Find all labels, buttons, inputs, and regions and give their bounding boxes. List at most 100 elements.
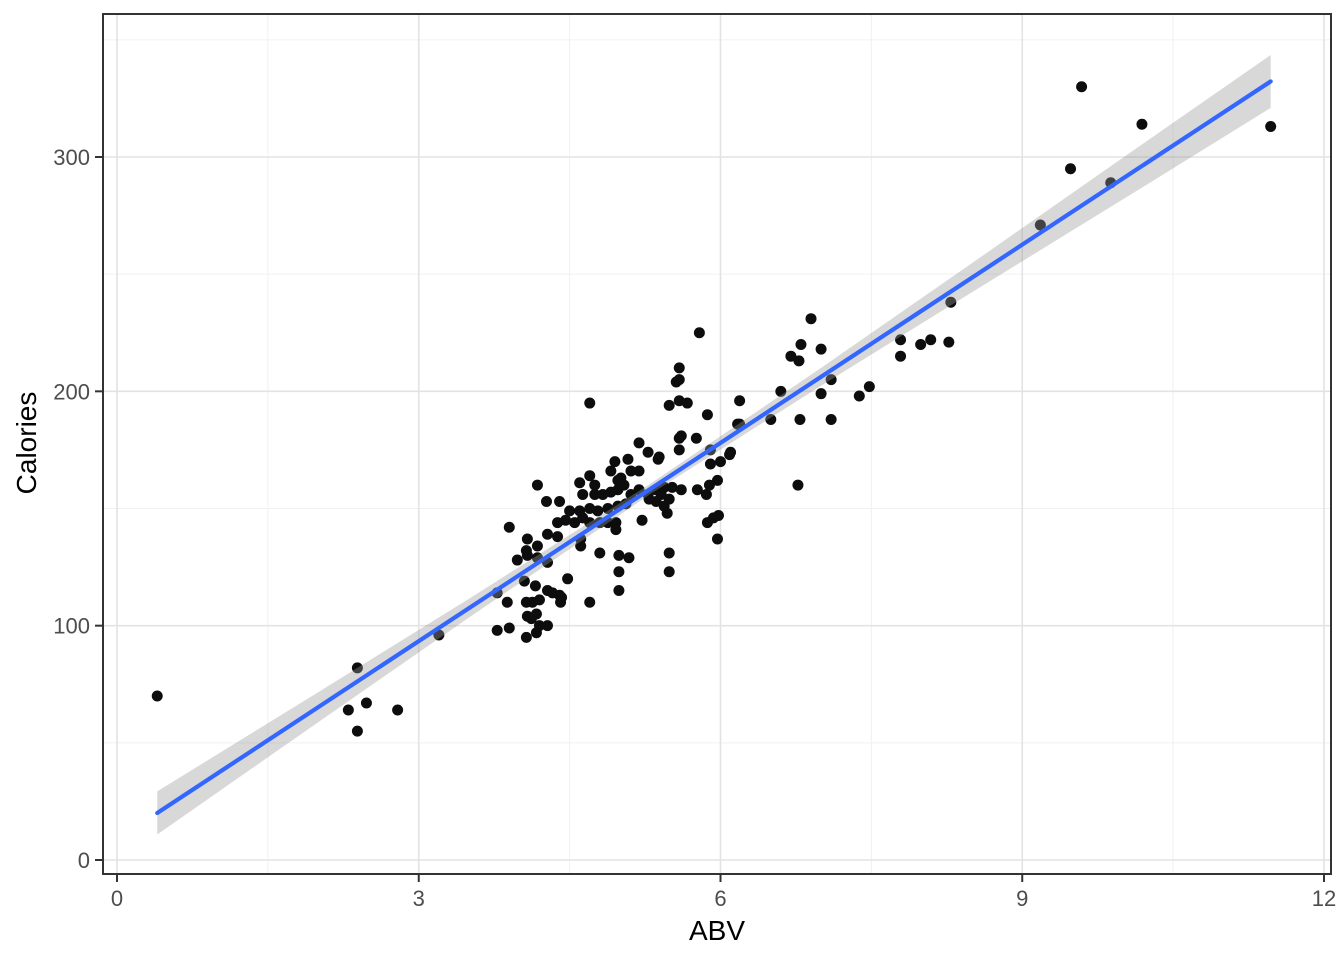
x-tick-label: 9: [1016, 886, 1028, 911]
data-point: [712, 510, 724, 522]
data-point: [615, 472, 627, 484]
data-point: [663, 566, 675, 578]
data-point: [605, 465, 617, 477]
data-point: [597, 488, 609, 500]
data-point: [533, 620, 545, 632]
data-point: [661, 507, 673, 519]
data-point: [700, 488, 712, 500]
data-point: [503, 521, 515, 533]
data-point: [529, 580, 541, 592]
data-point: [520, 631, 532, 643]
data-point: [795, 338, 807, 350]
data-point: [531, 540, 543, 552]
data-point: [589, 479, 601, 491]
data-point: [703, 479, 715, 491]
data-point: [622, 453, 634, 465]
data-point: [1034, 219, 1046, 231]
data-point: [602, 503, 614, 515]
data-point: [1065, 163, 1077, 175]
y-tick-label: 0: [78, 848, 90, 873]
data-point: [666, 481, 678, 493]
data-point: [943, 336, 955, 348]
data-point: [925, 334, 937, 346]
x-tick-label: 6: [714, 886, 726, 911]
data-point: [775, 385, 787, 397]
data-point: [1076, 81, 1088, 93]
data-point: [511, 554, 523, 566]
data-point: [642, 446, 654, 458]
data-point: [562, 573, 574, 585]
data-point: [734, 395, 746, 407]
x-tick-label: 0: [111, 886, 123, 911]
data-point: [584, 596, 596, 608]
data-point: [815, 343, 827, 355]
data-point: [574, 477, 586, 489]
data-point: [592, 505, 604, 517]
y-tick-label: 200: [53, 379, 90, 404]
data-point: [895, 350, 907, 362]
data-point: [569, 517, 581, 529]
data-point: [342, 704, 354, 716]
data-point: [675, 484, 687, 496]
data-point: [564, 505, 576, 517]
x-tick-label: 3: [413, 886, 425, 911]
data-point: [531, 479, 543, 491]
data-point: [1136, 118, 1148, 130]
data-point: [589, 488, 601, 500]
data-point: [714, 456, 726, 468]
data-point: [520, 545, 532, 557]
data-point: [351, 725, 363, 737]
data-point: [351, 662, 363, 674]
data-point: [577, 488, 589, 500]
data-point: [554, 495, 566, 507]
data-point: [609, 456, 621, 468]
data-point: [594, 547, 606, 559]
data-point: [541, 620, 553, 632]
data-point: [552, 517, 564, 529]
y-axis-title: Calories: [11, 392, 42, 495]
data-point: [673, 362, 685, 374]
data-point: [625, 465, 637, 477]
data-point: [636, 514, 648, 526]
data-point: [711, 533, 723, 545]
data-point: [673, 374, 685, 386]
data-point: [533, 594, 545, 606]
data-point: [673, 444, 685, 456]
data-point: [360, 697, 372, 709]
data-point: [584, 397, 596, 409]
panel-border: [102, 13, 1332, 875]
data-point: [503, 622, 515, 634]
data-point: [701, 409, 713, 421]
data-point: [825, 374, 837, 386]
data-point: [552, 531, 564, 543]
data-point: [785, 350, 797, 362]
data-point: [521, 533, 533, 545]
y-tick-label: 300: [53, 145, 90, 170]
data-point: [793, 355, 805, 367]
data-point: [825, 413, 837, 425]
data-points: [151, 81, 1277, 737]
data-point: [663, 547, 675, 559]
data-point: [675, 430, 687, 442]
data-point: [613, 549, 625, 561]
data-point: [815, 388, 827, 400]
data-point: [724, 449, 736, 461]
data-point: [691, 484, 703, 496]
data-point: [633, 465, 645, 477]
data-point: [433, 629, 445, 641]
data-point: [518, 575, 530, 587]
data-point: [555, 596, 567, 608]
data-point: [711, 474, 723, 486]
data-point: [625, 488, 637, 500]
data-point: [540, 495, 552, 507]
data-point: [663, 493, 675, 505]
y-axis-ticks: 0 100 200 300: [53, 145, 103, 873]
data-point: [663, 399, 675, 411]
data-point: [501, 596, 513, 608]
data-point: [610, 524, 622, 536]
y-tick-label: 100: [53, 614, 90, 639]
data-point: [574, 505, 586, 517]
data-point: [794, 413, 806, 425]
